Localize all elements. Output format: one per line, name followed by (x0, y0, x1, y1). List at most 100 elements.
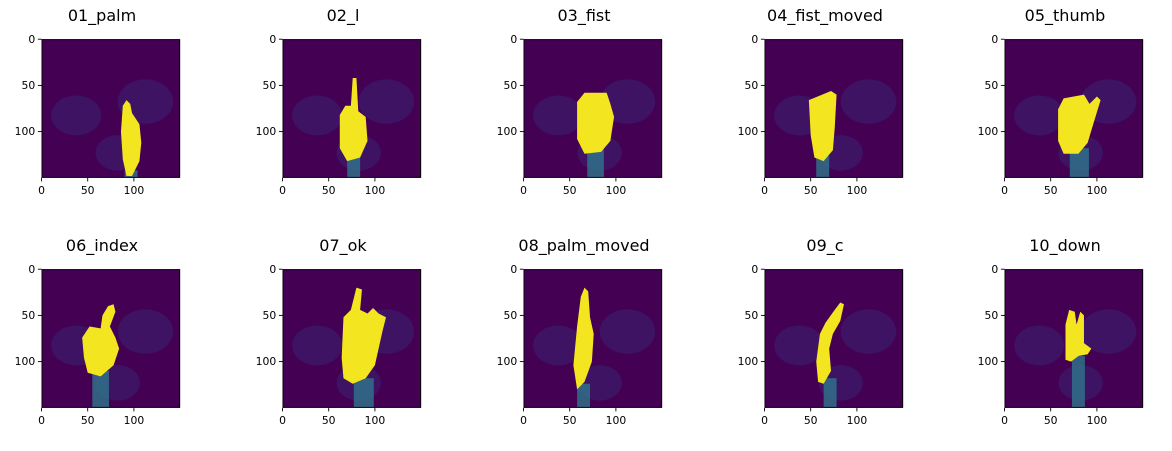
image-panel: 04_fist_moved 0 50 100 0 50 100 (733, 4, 913, 214)
hand-shape (1058, 94, 1101, 154)
image-panel: 05_thumb 0 50 100 0 50 100 (973, 4, 1153, 214)
x-tick-label: 0 (761, 184, 768, 197)
x-tick-label: 0 (279, 414, 286, 427)
x-tick-label: 50 (81, 414, 95, 427)
x-tick-label: 50 (804, 414, 818, 427)
hand-shape (120, 100, 142, 176)
background-shadow (533, 95, 584, 136)
arm-shape (823, 378, 837, 408)
panel-title: 03_fist (557, 6, 611, 25)
y-tick-label: 100 (256, 355, 277, 368)
hand-silhouette (341, 287, 386, 408)
panel-title: 04_fist_moved (767, 6, 883, 25)
x-tick-label: 100 (847, 184, 868, 197)
arm-shape (816, 155, 830, 178)
y-tick-label: 100 (738, 125, 759, 138)
panel-title: 08_palm_moved (518, 236, 650, 255)
hand-shape (808, 90, 837, 162)
x-tick-label: 0 (38, 414, 45, 427)
y-tick-label: 0 (269, 263, 276, 276)
y-tick-label: 50 (21, 309, 35, 322)
axes-frame (282, 269, 422, 408)
hand-silhouette (573, 287, 594, 408)
y-tick-label: 50 (984, 79, 998, 92)
x-tick-label: 0 (1001, 184, 1008, 197)
hand-shape (577, 92, 615, 154)
y-tick-label: 50 (744, 309, 758, 322)
hand-shape (816, 302, 844, 384)
x-tick-label: 100 (847, 414, 868, 427)
axes-frame (1004, 269, 1144, 408)
panel-title: 06_index (65, 236, 139, 255)
image-panel: 09_c 0 50 100 0 50 100 (733, 234, 913, 444)
hand-shape (573, 287, 594, 390)
image-axes: 0 50 100 0 50 100 (15, 263, 181, 427)
x-tick-label: 100 (124, 414, 145, 427)
axes-frame (41, 269, 181, 408)
background-shadow (51, 95, 102, 136)
arm-shape (353, 378, 374, 408)
x-tick-label: 0 (1001, 414, 1008, 427)
x-tick-label: 50 (563, 184, 577, 197)
x-tick-label: 100 (365, 184, 386, 197)
hand-silhouette (1058, 94, 1101, 178)
background-shadow (599, 309, 656, 354)
image-panel: 01_palm 0 50 100 0 50 100 (10, 4, 190, 214)
x-tick-label: 0 (761, 414, 768, 427)
background-shadow (840, 309, 897, 354)
x-tick-label: 100 (1087, 184, 1108, 197)
axes-frame (41, 39, 181, 178)
image-axes: 0 50 100 0 50 100 (497, 33, 663, 197)
background-shadow (292, 95, 343, 136)
image-axes: 0 50 100 0 50 100 (15, 33, 181, 197)
y-tick-label: 0 (510, 33, 517, 46)
background-shadow (533, 325, 584, 366)
image-axes: 0 50 100 0 50 100 (738, 33, 904, 197)
hand-silhouette (339, 78, 368, 178)
axes-frame (764, 269, 904, 408)
y-tick-label: 0 (751, 33, 758, 46)
x-tick-label: 50 (322, 184, 336, 197)
x-tick-label: 100 (1087, 414, 1108, 427)
image-panel: 07_ok 0 50 100 0 50 100 (251, 234, 431, 444)
x-tick-label: 50 (1044, 184, 1058, 197)
background-shadow (117, 309, 174, 354)
image-panel: 03_fist 0 50 100 0 50 100 (492, 4, 672, 214)
x-tick-label: 100 (365, 414, 386, 427)
y-tick-label: 0 (991, 33, 998, 46)
arm-shape (1069, 148, 1089, 178)
hand-silhouette (120, 100, 142, 178)
y-tick-label: 100 (978, 125, 999, 138)
hand-silhouette (816, 302, 844, 408)
background-shadow (1014, 95, 1065, 136)
y-tick-label: 50 (503, 309, 517, 322)
y-tick-label: 0 (751, 263, 758, 276)
y-tick-label: 50 (21, 79, 35, 92)
panel-title: 05_thumb (1024, 6, 1106, 25)
panel-title: 09_c (806, 236, 844, 255)
hand-shape (341, 287, 386, 384)
hand-shape (1065, 309, 1092, 362)
x-tick-label: 0 (520, 414, 527, 427)
image-axes: 0 50 100 0 50 100 (256, 263, 422, 427)
hand-silhouette (808, 90, 837, 178)
y-tick-label: 50 (984, 309, 998, 322)
image-panel: 10_down 0 50 100 0 50 100 (973, 234, 1153, 444)
x-tick-label: 100 (124, 184, 145, 197)
image-axes: 0 50 100 0 50 100 (497, 263, 663, 427)
image-axes: 0 50 100 0 50 100 (256, 33, 422, 197)
hand-silhouette (577, 92, 615, 178)
arm-shape (92, 370, 109, 408)
image-axes: 0 50 100 0 50 100 (978, 33, 1144, 197)
hand-silhouette (82, 304, 120, 408)
y-tick-label: 0 (991, 263, 998, 276)
y-tick-label: 50 (262, 309, 276, 322)
y-tick-label: 100 (15, 355, 36, 368)
image-panel: 08_palm_moved 0 50 100 0 50 100 (492, 234, 672, 444)
background-shadow (599, 79, 656, 124)
x-tick-label: 50 (1044, 414, 1058, 427)
axes-frame (282, 39, 422, 178)
y-tick-label: 50 (744, 79, 758, 92)
hand-shape (82, 304, 120, 377)
arm-shape (587, 148, 604, 178)
